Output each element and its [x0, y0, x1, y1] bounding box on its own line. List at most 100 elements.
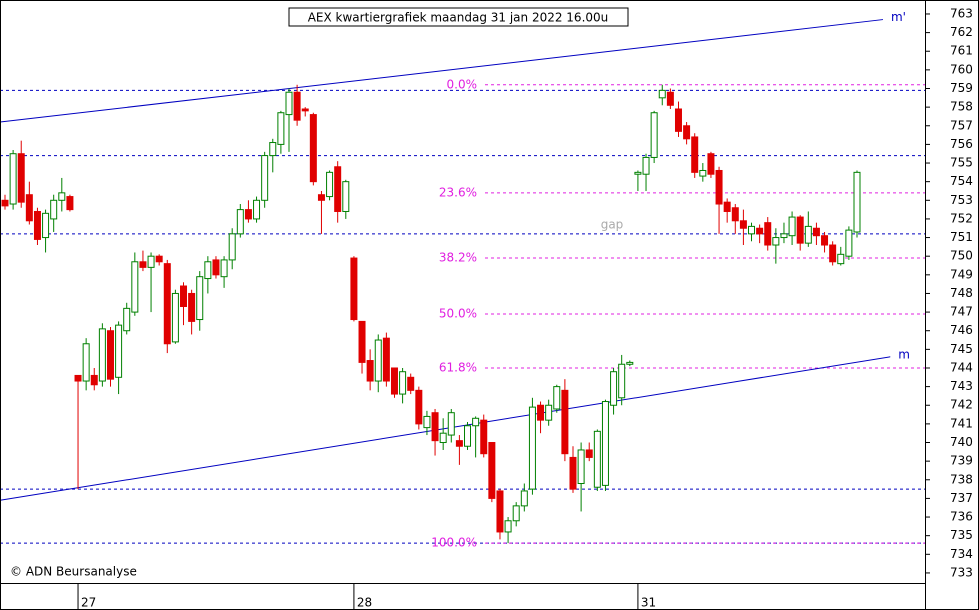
- candle-body: [131, 261, 139, 313]
- candle-body: [309, 114, 317, 183]
- y-tick-label: 743: [950, 379, 973, 393]
- y-tick-label: 736: [950, 510, 973, 524]
- trendline: [0, 356, 891, 501]
- candle-body: [472, 417, 480, 427]
- candle-body: [204, 261, 212, 280]
- candle-body: [399, 371, 407, 395]
- candle-body: [674, 108, 682, 132]
- candle-body: [804, 225, 812, 244]
- candle-body: [25, 194, 33, 222]
- candle-body: [285, 91, 293, 116]
- y-tick-label: 757: [950, 118, 973, 132]
- candle-body: [261, 155, 269, 201]
- candle-body: [618, 363, 626, 399]
- candle-body: [106, 330, 114, 380]
- candle-body: [447, 412, 455, 436]
- candle-body: [739, 220, 747, 229]
- fib-label: 0.0%: [447, 77, 478, 91]
- y-tick-label: 748: [950, 286, 973, 300]
- candle-body: [699, 169, 707, 177]
- candle-body: [537, 404, 545, 421]
- candle-body: [366, 360, 374, 382]
- candle-body: [780, 233, 788, 239]
- x-tick-label: 27: [81, 596, 96, 610]
- y-tick-label: 759: [950, 81, 973, 95]
- candle-body: [9, 153, 17, 205]
- candle-body: [220, 259, 228, 278]
- candle-body: [350, 257, 358, 321]
- chart-title: AEX kwartiergrafiek maandag 31 jan 2022 …: [308, 11, 609, 25]
- candle-body: [42, 212, 50, 239]
- candle-body: [610, 371, 618, 406]
- candle-body: [634, 171, 642, 175]
- y-tick-label: 761: [950, 44, 973, 58]
- gap-label: gap: [601, 218, 624, 232]
- y-tick-label: 763: [950, 6, 973, 20]
- y-tick-label: 762: [950, 25, 973, 39]
- candle-body: [188, 292, 196, 322]
- candle-body: [593, 430, 601, 488]
- candle-body: [553, 386, 561, 410]
- y-tick-label: 737: [950, 491, 973, 505]
- candle-body: [212, 259, 220, 276]
- candle-body: [480, 419, 488, 455]
- trendline-label: m': [891, 10, 906, 24]
- trendline-label: m: [898, 347, 910, 361]
- candle-body: [277, 112, 285, 145]
- candle-body: [374, 339, 382, 382]
- candle-body: [50, 199, 58, 220]
- candle-body: [180, 285, 188, 307]
- candle-body: [423, 415, 431, 429]
- candle-body: [123, 307, 131, 332]
- candle-body: [504, 520, 512, 533]
- candle-body: [17, 153, 25, 203]
- fib-label: 38.2%: [439, 251, 477, 265]
- candle-body: [82, 343, 90, 382]
- candle-body: [228, 233, 236, 261]
- candle-body: [764, 222, 772, 246]
- candle-body: [853, 171, 861, 233]
- candle-body: [253, 199, 261, 220]
- y-tick-label: 746: [950, 323, 973, 337]
- fib-label: 23.6%: [439, 185, 477, 199]
- candle-body: [334, 166, 342, 212]
- candle-body: [74, 374, 82, 382]
- candle-body: [812, 227, 820, 237]
- candle-body: [691, 136, 699, 173]
- fib-label: 61.8%: [439, 360, 477, 374]
- candle-body: [196, 276, 204, 321]
- y-tick-label: 742: [950, 398, 973, 412]
- candle-body: [496, 490, 504, 533]
- candle-body: [66, 196, 74, 211]
- candle-body: [821, 235, 829, 246]
- candle-body: [731, 207, 739, 222]
- candle-body: [845, 229, 853, 257]
- y-tick-label: 749: [950, 267, 973, 281]
- candle-body: [293, 91, 301, 121]
- y-tick-label: 756: [950, 137, 973, 151]
- candle-body: [837, 253, 845, 265]
- candle-body: [658, 89, 666, 99]
- y-tick-label: 733: [950, 565, 973, 579]
- y-tick-label: 739: [950, 454, 973, 468]
- y-tick-label: 755: [950, 156, 973, 170]
- candle-body: [650, 112, 658, 158]
- y-tick-label: 753: [950, 193, 973, 207]
- candle-body: [390, 367, 398, 395]
- y-tick-label: 738: [950, 472, 973, 486]
- x-tick-label: 31: [641, 596, 656, 610]
- candle-body: [236, 209, 244, 235]
- candle-body: [707, 153, 715, 175]
- candle-body: [139, 261, 147, 268]
- candle-body: [666, 91, 674, 106]
- candle-body: [683, 125, 691, 140]
- candle-body: [342, 181, 350, 212]
- y-tick-label: 758: [950, 100, 973, 114]
- candle-body: [431, 412, 439, 442]
- candle-body: [407, 376, 415, 391]
- candle-body: [269, 142, 277, 157]
- candle-body: [317, 194, 325, 201]
- y-tick-label: 745: [950, 342, 973, 356]
- candle-body: [756, 227, 764, 235]
